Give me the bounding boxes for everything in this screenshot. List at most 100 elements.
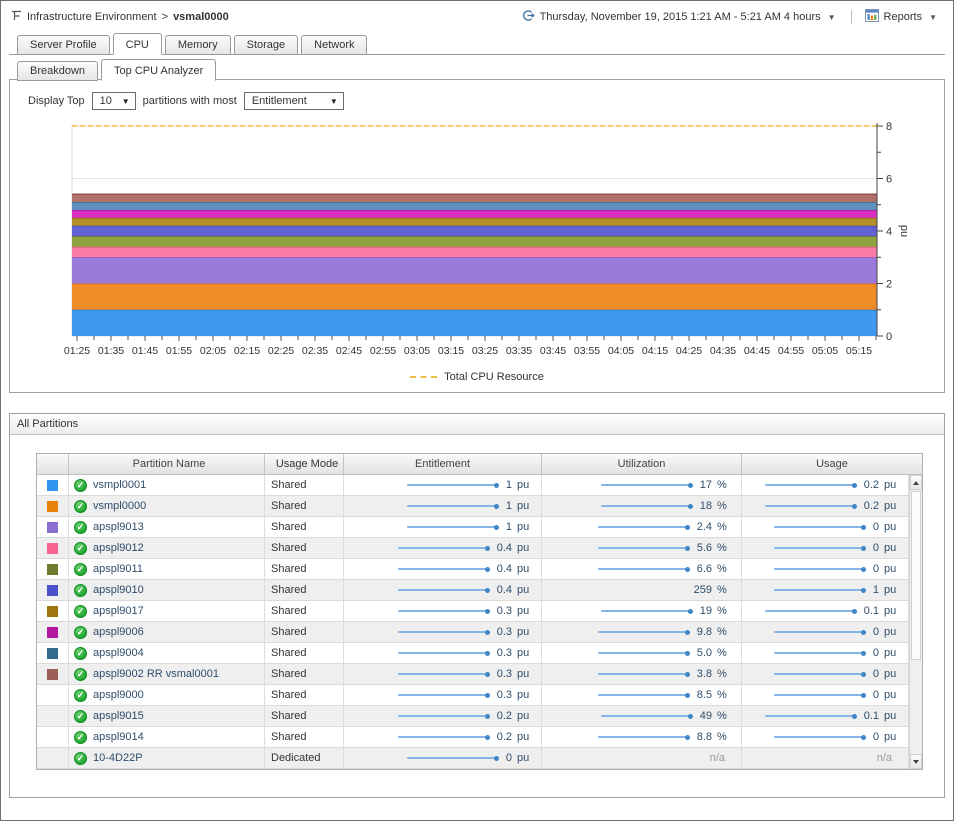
svg-text:04:45: 04:45 [744, 345, 770, 357]
top-bar-right: Thursday, November 19, 2015 1:21 AM - 5:… [521, 9, 939, 25]
table-row[interactable]: ✓ apspl9004 Shared 0.3 pu 5.0% 0 pu [37, 643, 909, 664]
partition-name[interactable]: apspl9011 [93, 563, 143, 575]
top-count-select[interactable]: 10 ▼ [91, 92, 136, 110]
partition-name[interactable]: apspl9013 [93, 521, 144, 533]
partition-name[interactable]: 10-4D22P [93, 752, 143, 764]
entitlement-cell: 0.3 pu [344, 685, 542, 705]
tab-network[interactable]: Network [301, 35, 368, 55]
reports-button[interactable]: Reports [883, 11, 923, 23]
table-row[interactable]: ✓ apspl9006 Shared 0.3 pu 9.8% 0 pu [37, 622, 909, 643]
subtab-top-cpu-analyzer[interactable]: Top CPU Analyzer [101, 59, 217, 81]
partition-name[interactable]: apspl9000 [93, 689, 144, 701]
column-header-partition-name[interactable]: Partition Name [69, 454, 265, 474]
column-header-entitlement[interactable]: Entitlement [344, 454, 542, 474]
column-header-color[interactable] [37, 454, 69, 474]
metric-unit: pu [517, 584, 530, 596]
table-row[interactable]: ✓ apspl9015 Shared 0.2 pu 49% 0.1 pu [37, 706, 909, 727]
metric-value: 2.4 [696, 521, 712, 533]
table-row[interactable]: ✓ apspl9014 Shared 0.2 pu 8.8% 0 pu [37, 727, 909, 748]
metric-unit: pu [884, 647, 897, 659]
metric-unit: pu [517, 626, 530, 638]
display-controls: Display Top 10 ▼ partitions with most En… [28, 92, 944, 110]
table-row[interactable]: ✓ apspl9017 Shared 0.3 pu 19% 0.1 pu [37, 601, 909, 622]
metric-value: 0.2 [863, 500, 879, 512]
metric-unit: pu [884, 668, 897, 680]
metric-unit: pu [884, 479, 897, 491]
status-ok-icon: ✓ [74, 520, 87, 534]
status-ok-icon: ✓ [74, 541, 87, 555]
metric-value: 0.3 [496, 689, 512, 701]
scroll-down-button[interactable] [910, 754, 922, 769]
partition-name-cell: ✓ apspl9004 [69, 643, 265, 663]
metric-value: 8.8 [696, 731, 712, 743]
sparkline [764, 607, 857, 616]
entitlement-cell: 0.4 pu [344, 538, 542, 558]
utilization-cell: 259% [542, 580, 742, 600]
partition-name[interactable]: apspl9004 [93, 647, 144, 659]
svg-text:02:55: 02:55 [370, 345, 396, 357]
metric-value: 0 [872, 647, 879, 659]
partition-name[interactable]: apspl9012 [93, 542, 144, 554]
column-header-utilization[interactable]: Utilization [542, 454, 742, 474]
table-row[interactable]: ✓ vsmpl0001 Shared 1 pu 17% 0.2 pu [37, 475, 909, 496]
partition-name[interactable]: apspl9002 RR vsmal0001 [93, 668, 219, 680]
tab-cpu[interactable]: CPU [112, 33, 162, 55]
scrollbar-track[interactable] [910, 490, 922, 754]
table-row[interactable]: ✓ apspl9013 Shared 1 pu 2.4% 0 pu [37, 517, 909, 538]
partition-name[interactable]: apspl9015 [93, 710, 144, 722]
subtab-breakdown[interactable]: Breakdown [17, 61, 99, 81]
usage-cell: 1 pu [742, 580, 909, 600]
sparkline [773, 691, 866, 700]
partition-name[interactable]: apspl9010 [93, 584, 144, 596]
sparkline [406, 481, 499, 490]
tab-storage[interactable]: Storage [233, 35, 299, 55]
series-color-cell [37, 706, 69, 726]
usage-mode-cell: Shared [265, 475, 344, 495]
svg-text:02:45: 02:45 [336, 345, 362, 357]
timerange-caret-icon[interactable]: ▼ [827, 12, 836, 22]
table-row[interactable]: ✓ apspl9011 Shared 0.4 pu 6.6% 0 pu [37, 559, 909, 580]
partition-name[interactable]: vsmpl0000 [93, 500, 147, 512]
timerange-label[interactable]: Thursday, November 19, 2015 1:21 AM - 5:… [539, 11, 821, 23]
table-row[interactable]: ✓ apspl9012 Shared 0.4 pu 5.6% 0 pu [37, 538, 909, 559]
partition-name[interactable]: apspl9014 [93, 731, 144, 743]
series-color-cell [37, 622, 69, 642]
table-scrollbar[interactable] [909, 475, 922, 769]
metric-unit: % [717, 605, 727, 617]
status-ok-icon: ✓ [74, 688, 87, 702]
column-header-usage-mode[interactable]: Usage Mode [265, 454, 344, 474]
table-row[interactable]: ✓ apspl9000 Shared 0.3 pu 8.5% 0 pu [37, 685, 909, 706]
top-count-value: 10 [99, 95, 112, 107]
scroll-up-button[interactable] [910, 475, 922, 490]
partition-name[interactable]: apspl9006 [93, 626, 144, 638]
svg-text:05:15: 05:15 [846, 345, 872, 357]
table-row[interactable]: ✓ 10-4D22P Dedicated 0 pu n/a n/a [37, 748, 909, 769]
series-color-swatch [47, 605, 58, 617]
breadcrumb-root[interactable]: Infrastructure Environment [27, 11, 157, 23]
table-row[interactable]: ✓ apspl9002 RR vsmal0001 Shared 0.3 pu 3.8% 0 p… [37, 664, 909, 685]
svg-text:2: 2 [886, 279, 892, 291]
metric-value: 5.6 [696, 542, 712, 554]
tab-server-profile[interactable]: Server Profile [17, 35, 110, 55]
metric-value: 1 [505, 479, 512, 491]
entitlement-cell: 0.3 pu [344, 622, 542, 642]
sparkline [397, 607, 490, 616]
table-row[interactable]: ✓ vsmpl0000 Shared 1 pu 18% 0.2 pu [37, 496, 909, 517]
table-row[interactable]: ✓ apspl9010 Shared 0.4 pu 259% 1 pu [37, 580, 909, 601]
partition-name[interactable]: vsmpl0001 [93, 479, 147, 491]
series-color-cell [37, 517, 69, 537]
metric-unit: pu [517, 647, 530, 659]
utilization-cell: 8.5% [542, 685, 742, 705]
metric-value: 0.2 [496, 710, 512, 722]
scrollbar-thumb[interactable] [911, 491, 921, 660]
tab-memory[interactable]: Memory [164, 35, 231, 55]
metric-select[interactable]: Entitlement ▼ [243, 92, 344, 110]
column-header-usage[interactable]: Usage [816, 458, 848, 470]
metric-unit: pu [517, 731, 530, 743]
reports-caret-icon[interactable]: ▼ [929, 12, 937, 22]
sparkline [597, 565, 690, 574]
series-color-cell [37, 580, 69, 600]
partition-name[interactable]: apspl9017 [93, 605, 144, 617]
utilization-cell: 6.6% [542, 559, 742, 579]
metric-value: 19 [699, 605, 712, 617]
